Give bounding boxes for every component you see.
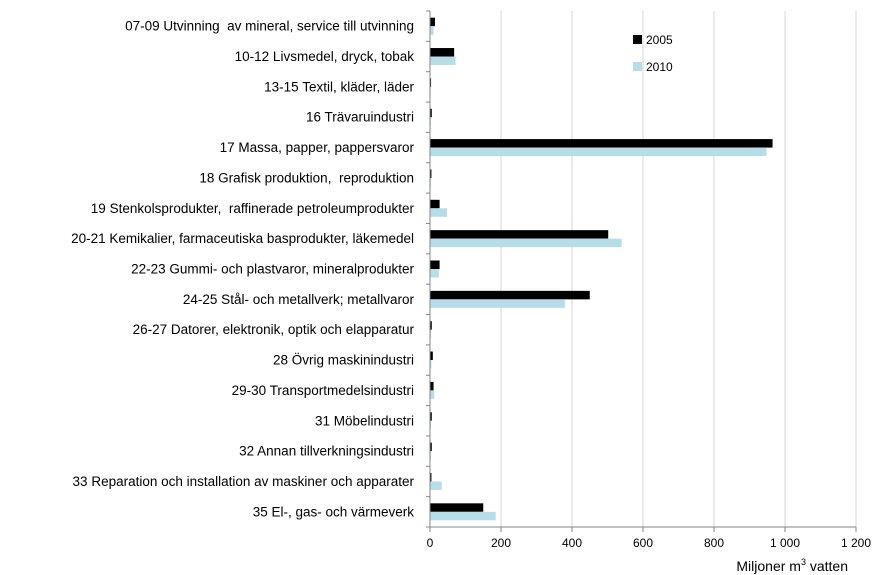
- category-label: 10-12 Livsmedel, dryck, tobak: [235, 49, 415, 64]
- bar-2005: [430, 108, 432, 118]
- bar-2005: [430, 260, 440, 269]
- category-label: 28 Övrig maskinindustri: [273, 353, 414, 368]
- category-label: 16 Trävaruindustri: [306, 110, 414, 125]
- bar-2010: [430, 117, 432, 126]
- legend-swatch-2010: [633, 62, 642, 71]
- category-labels: 07-09 Utvinning av mineral, service till…: [71, 10, 430, 528]
- gridlines: [500, 11, 857, 527]
- x-tick-label: 1 200: [841, 536, 871, 550]
- bar-2010: [430, 56, 456, 66]
- x-tick-label: 800: [704, 536, 724, 550]
- category-label: 33 Reparation och installation av maskin…: [73, 474, 415, 489]
- bars: [430, 17, 773, 521]
- category-label: 18 Grafisk produktion, reproduktion: [199, 170, 414, 185]
- bar-2005: [430, 48, 455, 57]
- bar-2005: [430, 381, 434, 391]
- x-tick-label: 1 000: [770, 536, 800, 550]
- category-label: 22-23 Gummi- och plastvaror, mineralprod…: [131, 262, 414, 277]
- bar-2005: [430, 17, 435, 27]
- bar-2010: [430, 269, 439, 278]
- x-axis: 0 200 400 600 800 1 000 1 200: [427, 11, 871, 550]
- bar-2010: [430, 360, 432, 369]
- legend-label: 2005: [646, 33, 673, 47]
- legend-label: 2010: [646, 60, 673, 74]
- bar-2005: [430, 169, 432, 178]
- bar-2010: [430, 481, 442, 490]
- bar-2005: [430, 290, 590, 300]
- bar-2010: [430, 177, 432, 187]
- bar-2005: [430, 230, 609, 239]
- x-tick-label: 0: [427, 536, 434, 550]
- x-axis-title: Miljoner m3 vatten: [736, 557, 848, 574]
- category-label: 31 Möbelindustri: [315, 413, 414, 428]
- bar-2005: [430, 503, 484, 512]
- x-tick-label: 400: [562, 536, 582, 550]
- bar-2010: [430, 390, 435, 399]
- bar-2010: [430, 238, 622, 248]
- bar-2010: [430, 26, 434, 35]
- category-label: 29-30 Transportmedelsindustri: [232, 383, 414, 398]
- bar-2010: [430, 420, 432, 430]
- bar-2010: [430, 451, 432, 460]
- category-label: 07-09 Utvinning av mineral, service till…: [125, 19, 414, 34]
- category-label: 19 Stenkolsprodukter, raffinerade petrol…: [91, 201, 415, 216]
- bar-2005: [430, 78, 432, 87]
- bar-2005: [430, 139, 773, 148]
- category-label: 26-27 Datorer, elektronik, optik och ela…: [133, 322, 415, 337]
- legend: 2005 2010: [633, 33, 673, 74]
- bar-2005: [430, 199, 440, 209]
- bar-2010: [430, 208, 448, 217]
- x-tick-label: 600: [633, 536, 653, 550]
- bar-2010: [430, 299, 565, 308]
- category-label: 20-21 Kemikalier, farmaceutiska basprodu…: [71, 231, 414, 246]
- bar-2010: [430, 329, 432, 339]
- bar-2010: [430, 511, 496, 521]
- bar-2005: [430, 442, 432, 452]
- category-label: 13-15 Textil, kläder, läder: [264, 79, 414, 94]
- x-tick-label: 200: [491, 536, 511, 550]
- category-label: 32 Annan tillverkningsindustri: [239, 444, 414, 459]
- bar-2005: [430, 412, 432, 421]
- bar-2005: [430, 351, 433, 361]
- category-label: 35 El-, gas- och värmeverk: [253, 504, 415, 519]
- bar-2005: [430, 472, 432, 482]
- category-label: 17 Massa, papper, pappersvaror: [220, 140, 415, 155]
- bar-2005: [430, 321, 432, 330]
- legend-swatch-2005: [633, 35, 642, 44]
- category-label: 24-25 Stål- och metallverk; metallvaror: [183, 292, 415, 307]
- bar-2010: [430, 147, 767, 157]
